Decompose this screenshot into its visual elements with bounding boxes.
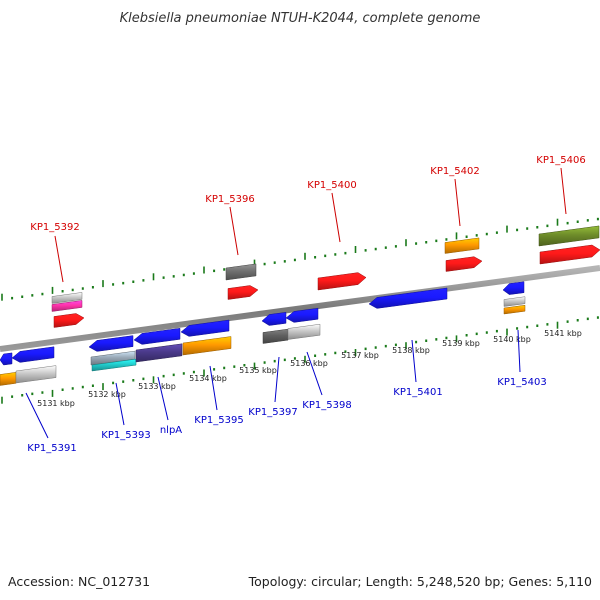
kbp-label: 5134 kbp — [189, 374, 227, 383]
gene-feature[interactable] — [444, 237, 480, 254]
kbp-label: 5135 kbp — [239, 366, 277, 375]
lower-gene-callouts: KP1_5391 KP1_5393 nlpA KP1_5395 KP1_5397… — [25, 329, 547, 454]
gene-feature-kp1-5393[interactable] — [133, 328, 181, 345]
callout-line — [560, 167, 567, 215]
gene-label-kp1-5400[interactable]: KP1_5400 — [307, 180, 356, 191]
callout-line — [306, 351, 323, 396]
gene-feature[interactable] — [287, 323, 321, 340]
kbp-label: 5131 kbp — [37, 399, 75, 408]
genome-backbone — [0, 265, 600, 352]
gene-label-kp1-5396[interactable]: KP1_5396 — [205, 194, 254, 205]
gene-feature[interactable] — [91, 358, 137, 372]
gene-label-kp1-5391[interactable]: KP1_5391 — [27, 443, 76, 454]
genome-title: Klebsiella pneumoniae NTUH-K2044, comple… — [120, 11, 481, 26]
gene-label-kp1-5406[interactable]: KP1_5406 — [536, 155, 585, 166]
callout-line — [209, 365, 218, 411]
gene-feature-kp1-5401[interactable] — [368, 287, 448, 309]
gene-feature[interactable] — [51, 300, 83, 312]
accession-text: Accession: NC_012731 — [8, 574, 150, 589]
gene-feature-kp1-5402[interactable] — [445, 256, 483, 272]
kbp-label: 5132 kbp — [88, 390, 126, 399]
gene-feature-kp1-5400[interactable] — [317, 272, 367, 291]
gene-label-kp1-5397[interactable]: KP1_5397 — [248, 407, 297, 418]
gene-feature[interactable] — [0, 352, 13, 366]
callout-line — [157, 376, 169, 421]
kbp-label: 5137 kbp — [341, 351, 379, 360]
gene-feature-kp1-5398[interactable] — [285, 307, 319, 323]
gene-feature-kp1-5406[interactable] — [539, 244, 600, 265]
callout-line — [25, 392, 49, 439]
callout-line — [54, 235, 64, 283]
gene-feature-nlpa[interactable] — [135, 343, 183, 363]
gene-label-nlpa[interactable]: nlpA — [160, 425, 182, 436]
kbp-label: 5140 kbp — [493, 335, 531, 344]
gene-label-kp1-5393[interactable]: KP1_5393 — [101, 430, 150, 441]
gene-label-kp1-5403[interactable]: KP1_5403 — [497, 377, 546, 388]
gene-label-kp1-5395[interactable]: KP1_5395 — [194, 415, 243, 426]
gene-label-kp1-5392[interactable]: KP1_5392 — [30, 222, 79, 233]
callout-line — [115, 382, 125, 426]
gene-features — [0, 225, 600, 386]
gene-feature-kp1-5396[interactable] — [227, 285, 259, 300]
gene-feature[interactable] — [0, 372, 17, 386]
gene-label-kp1-5398[interactable]: KP1_5398 — [302, 400, 351, 411]
gene-feature-kp1-5403[interactable] — [502, 281, 525, 295]
callout-line — [454, 178, 461, 227]
callout-line — [229, 206, 239, 256]
topology-text: Topology: circular; Length: 5,248,520 bp… — [248, 574, 592, 589]
kbp-label: 5133 kbp — [138, 382, 176, 391]
gene-feature[interactable] — [88, 335, 134, 352]
gene-label-kp1-5401[interactable]: KP1_5401 — [393, 387, 442, 398]
callout-line — [331, 192, 341, 243]
gene-feature[interactable] — [225, 263, 257, 281]
gene-feature[interactable] — [51, 292, 83, 304]
gene-feature-kp1-5392[interactable] — [53, 313, 85, 328]
tick-row-upper — [1, 217, 599, 301]
kbp-label: 5136 kbp — [290, 359, 328, 368]
upper-gene-callouts: KP1_5392 KP1_5396 KP1_5400 KP1_5402 KP1_… — [30, 155, 586, 283]
gene-feature-kp1-5397[interactable] — [262, 328, 289, 344]
gene-label-kp1-5402[interactable]: KP1_5402 — [430, 166, 479, 177]
callout-line — [274, 356, 280, 403]
kbp-label: 5138 kbp — [392, 346, 430, 355]
gene-feature[interactable] — [503, 304, 526, 315]
gene-feature[interactable] — [180, 319, 230, 337]
kbp-label: 5139 kbp — [442, 339, 480, 348]
gene-feature-kp1-5391[interactable] — [11, 346, 55, 363]
gene-feature-kp1-5395[interactable] — [182, 336, 232, 356]
gene-feature[interactable] — [503, 296, 526, 307]
callout-line — [517, 329, 521, 373]
gene-feature[interactable] — [15, 365, 57, 384]
gene-feature[interactable] — [538, 225, 600, 247]
kbp-scale: 5131 kbp 5132 kbp 5133 kbp 5134 kbp 5135… — [37, 329, 582, 408]
tick-row-lower — [1, 316, 599, 404]
kbp-label: 5141 kbp — [544, 329, 582, 338]
callout-line — [411, 339, 417, 383]
